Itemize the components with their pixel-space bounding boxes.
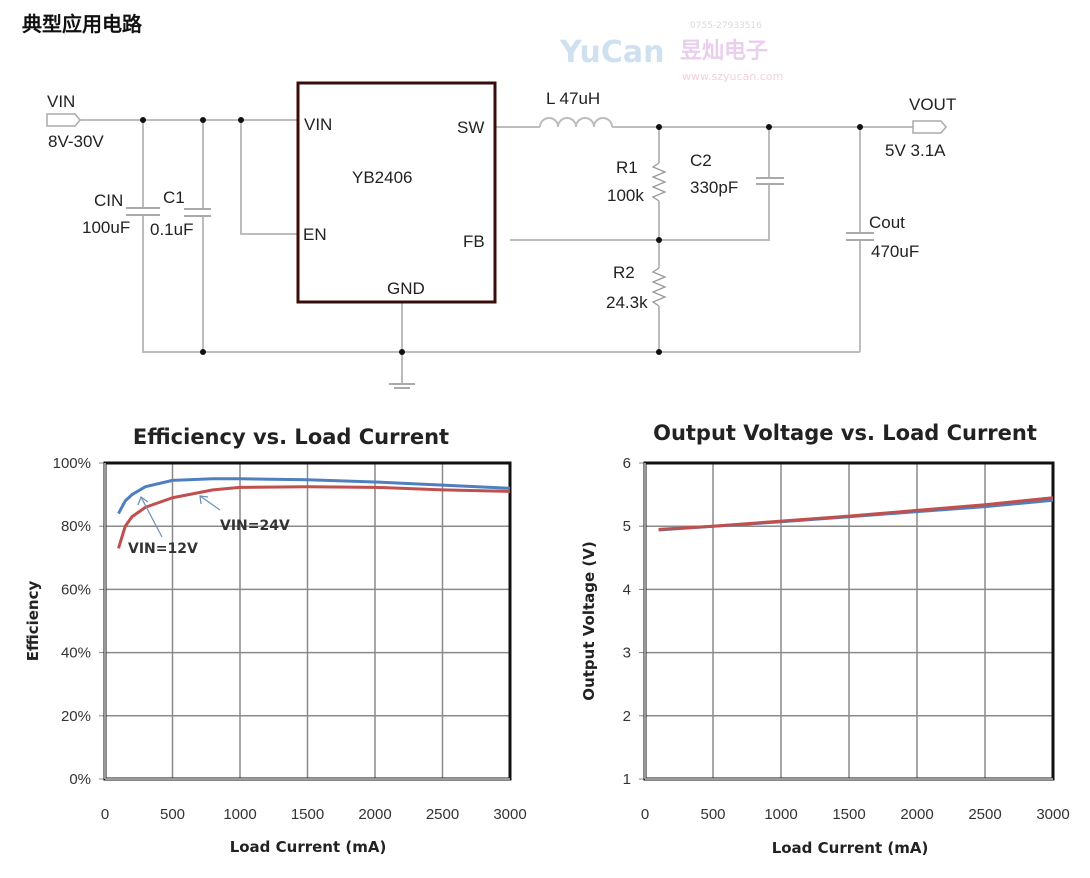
fb-wire	[510, 184, 770, 241]
x-tick-label: 0	[101, 806, 109, 823]
section-title: 典型应用电路	[22, 12, 143, 36]
series-label-24v: VIN=24V	[220, 518, 290, 534]
x-tick-label: 3000	[493, 806, 526, 823]
inductor-label: L 47uH	[546, 89, 600, 108]
x-axis-label: Load Current (mA)	[230, 838, 387, 856]
en-wire	[240, 120, 298, 235]
x-tick-label: 1000	[764, 806, 797, 823]
y-tick-label: 2	[623, 708, 631, 725]
pin-fb-label: FB	[463, 232, 485, 251]
y-tick-label: 20%	[61, 708, 91, 725]
ground-rail	[142, 215, 860, 353]
ic-name: YB2406	[352, 168, 413, 187]
cin-label: CIN	[94, 191, 123, 210]
c1-label: C1	[163, 188, 185, 207]
c1-value: 0.1uF	[150, 220, 193, 239]
x-tick-label: 1000	[223, 806, 256, 823]
cin-value: 100uF	[82, 218, 130, 237]
y-tick-label: 0%	[69, 771, 91, 788]
cout-value: 470uF	[871, 242, 919, 261]
inductor-symbol	[539, 117, 613, 128]
junction-dots	[140, 117, 863, 355]
r2-value: 24.3k	[606, 293, 648, 312]
r1-value: 100k	[607, 186, 644, 205]
arrowhead-24v	[199, 495, 209, 505]
ic-box	[296, 81, 497, 304]
series-line-1	[117, 477, 511, 515]
chart-title: Efficiency vs. Load Current	[133, 425, 449, 449]
grid	[99, 461, 512, 781]
x-tick-label: 0	[641, 806, 649, 823]
x-tick-label: 2500	[426, 806, 459, 823]
r2-resistor-symbol	[651, 267, 667, 307]
x-tick-label: 1500	[832, 806, 865, 823]
x-tick-label: 2000	[358, 806, 391, 823]
efficiency-chart: Efficiency vs. Load Current 0 500 1000 1500…	[24, 425, 527, 856]
annotation-arrow-12v	[140, 496, 163, 538]
ground-icon	[389, 383, 415, 389]
x-tick-label: 1500	[291, 806, 324, 823]
y-tick-label: 100%	[53, 455, 91, 472]
series-line-2	[658, 496, 1054, 531]
annotation-arrow-24v	[199, 495, 221, 511]
pin-en-label: EN	[303, 225, 327, 244]
watermark-url: www.szyucan.com	[682, 70, 783, 83]
pin-gnd-label: GND	[387, 279, 425, 298]
vin-port-label: VIN	[47, 92, 75, 111]
x-tick-label: 2000	[900, 806, 933, 823]
arrowhead-12v	[137, 496, 149, 506]
x-axis-label: Load Current (mA)	[772, 839, 929, 857]
vin-range-label: 8V-30V	[48, 132, 104, 151]
vout-port-icon	[912, 120, 947, 134]
series-group	[117, 477, 511, 549]
y-tick-label: 60%	[61, 581, 91, 598]
capacitor-plates	[126, 177, 874, 241]
y-axis-label: Output Voltage (V)	[580, 541, 598, 700]
y-tick-label: 40%	[61, 645, 91, 662]
watermark-chinese: 昱灿电子	[680, 39, 768, 64]
tick-labels: 0 500 1000 1500 2000 2500 3000 0% 20% 40% 60% 80% 10…	[53, 455, 527, 823]
y-tick-label: 4	[623, 581, 631, 598]
output-voltage-chart: Output Voltage vs. Load Current 0 500 1000…	[580, 421, 1070, 857]
r2-label: R2	[613, 263, 635, 282]
x-tick-label: 500	[700, 806, 725, 823]
y-tick-label: 80%	[61, 518, 91, 535]
y-tick-label: 5	[623, 518, 631, 535]
series-label-12v: VIN=12V	[128, 541, 198, 557]
vin-port-icon	[46, 113, 81, 127]
watermark: YuCan 昱灿电子 0755-27933516 www.szyucan.com	[559, 21, 783, 83]
series-line-2	[117, 485, 511, 549]
circuit-diagram: VIN 8V-30V CIN 100uF C1 0.1uF VIN SW YB2…	[46, 81, 956, 389]
vout-spec-label: 5V 3.1A	[885, 141, 946, 160]
r1-label: R1	[616, 158, 638, 177]
r1-resistor-symbol	[651, 162, 667, 202]
y-tick-label: 6	[623, 455, 631, 472]
y-tick-label: 3	[623, 645, 631, 662]
x-tick-label: 2500	[968, 806, 1001, 823]
series-group	[658, 496, 1054, 532]
tick-labels: 0 500 1000 1500 2000 2500 3000 1 2 3 4 5 6	[623, 455, 1070, 823]
vout-port-label: VOUT	[909, 95, 956, 114]
watermark-phone: 0755-27933516	[690, 21, 762, 31]
grid	[639, 461, 1055, 781]
x-tick-label: 500	[160, 806, 185, 823]
y-axis-label: Efficiency	[24, 581, 42, 662]
y-tick-label: 1	[623, 771, 631, 788]
watermark-brand: YuCan	[559, 35, 665, 70]
c2-value: 330pF	[690, 178, 738, 197]
pin-vin-label: VIN	[304, 115, 332, 134]
pin-sw-label: SW	[457, 118, 484, 137]
x-tick-label: 3000	[1036, 806, 1069, 823]
cout-label: Cout	[869, 213, 905, 232]
chart-title: Output Voltage vs. Load Current	[653, 421, 1037, 445]
c2-label: C2	[690, 151, 712, 170]
